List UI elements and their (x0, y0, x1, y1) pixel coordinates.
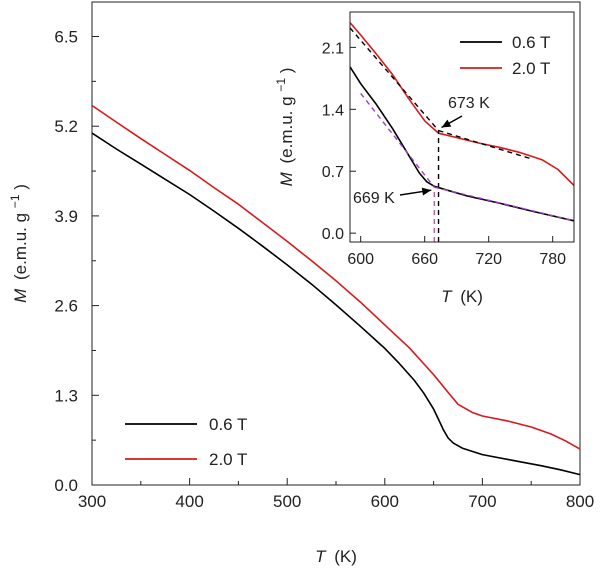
inset-series-line-2-0-t (349, 22, 575, 186)
inset-dashed-guide (434, 186, 575, 222)
inset-annotation-arrowhead (441, 119, 452, 128)
inset-dashed-guide (360, 92, 435, 188)
main-x-tick-label: 400 (175, 492, 203, 511)
inset-x-tick-label: 660 (411, 251, 438, 268)
main-series-line-0-6-t (91, 132, 581, 476)
main-y-axis-title: M (e.m.u. g −1 ) (4, 184, 30, 303)
inset-annotations: 673 K 669 K (353, 95, 490, 207)
inset-annotation-669-k: 669 K (353, 190, 395, 207)
inset-y-tick-label: 1.4 (322, 102, 344, 119)
main-axis-ticks: 300 400 500 600 700 800 0.0 1.3 2.6 3.9 5.2 6.5 (54, 28, 594, 512)
inset-x-axis-title: T (K) (441, 287, 483, 306)
inset-y-axis-title: M (e.m.u. g −1 ) (270, 68, 296, 187)
inset-plot-frame (349, 11, 575, 243)
inset-x-tick-label: 600 (347, 251, 374, 268)
main-series-group (91, 104, 581, 476)
main-y-tick-label: 5.2 (54, 117, 78, 136)
inset-dashed-guide (438, 129, 532, 160)
main-legend-label-2-0t: 2.0 T (209, 450, 247, 469)
main-y-tick-label: 2.6 (54, 297, 78, 316)
main-x-tick-label: 700 (468, 492, 496, 511)
main-x-tick-label: 800 (566, 492, 594, 511)
main-legend-label-0-6t: 0.6 T (209, 415, 247, 434)
main-y-tick-label: 0.0 (54, 476, 78, 495)
main-series-line-2-0-t (91, 104, 581, 450)
inset-dashed-guide (349, 27, 440, 131)
inset-y-tick-label: 0.0 (322, 226, 344, 243)
main-x-tick-label: 500 (273, 492, 301, 511)
inset-guide-lines (349, 27, 575, 242)
main-y-tick-label: 3.9 (54, 207, 78, 226)
inset-x-tick-label: 720 (475, 251, 502, 268)
inset-legend: 0.6 T 2.0 T (460, 33, 550, 78)
main-y-tick-label: 1.3 (54, 386, 78, 405)
inset-annotation-673-k: 673 K (448, 95, 490, 112)
inset-x-tick-label: 780 (539, 251, 566, 268)
main-y-tick-label: 6.5 (54, 28, 78, 47)
main-x-tick-label: 300 (78, 492, 106, 511)
main-x-tick-label: 600 (371, 492, 399, 511)
inset-axis-ticks: 600 660 720 780 0.0 0.7 1.4 2.1 (322, 40, 566, 268)
main-legend: 0.6 T 2.0 T (125, 415, 247, 469)
inset-legend-label-0-6t: 0.6 T (512, 33, 550, 52)
inset-legend-label-2-0t: 2.0 T (512, 59, 550, 78)
inset-chart: 600 660 720 780 0.0 0.7 1.4 2.1 T (K) M (e.m.u.… (270, 11, 575, 306)
inset-annotation-arrowhead (421, 187, 432, 196)
main-chart: 300 400 500 600 700 800 0.0 1.3 2.6 3.9 5.2 6.5 T (… (4, 1, 594, 566)
inset-background (350, 12, 574, 242)
inset-y-tick-label: 2.1 (322, 40, 344, 57)
inset-y-tick-label: 0.7 (322, 164, 344, 181)
main-x-axis-title: T (K) (315, 547, 357, 566)
